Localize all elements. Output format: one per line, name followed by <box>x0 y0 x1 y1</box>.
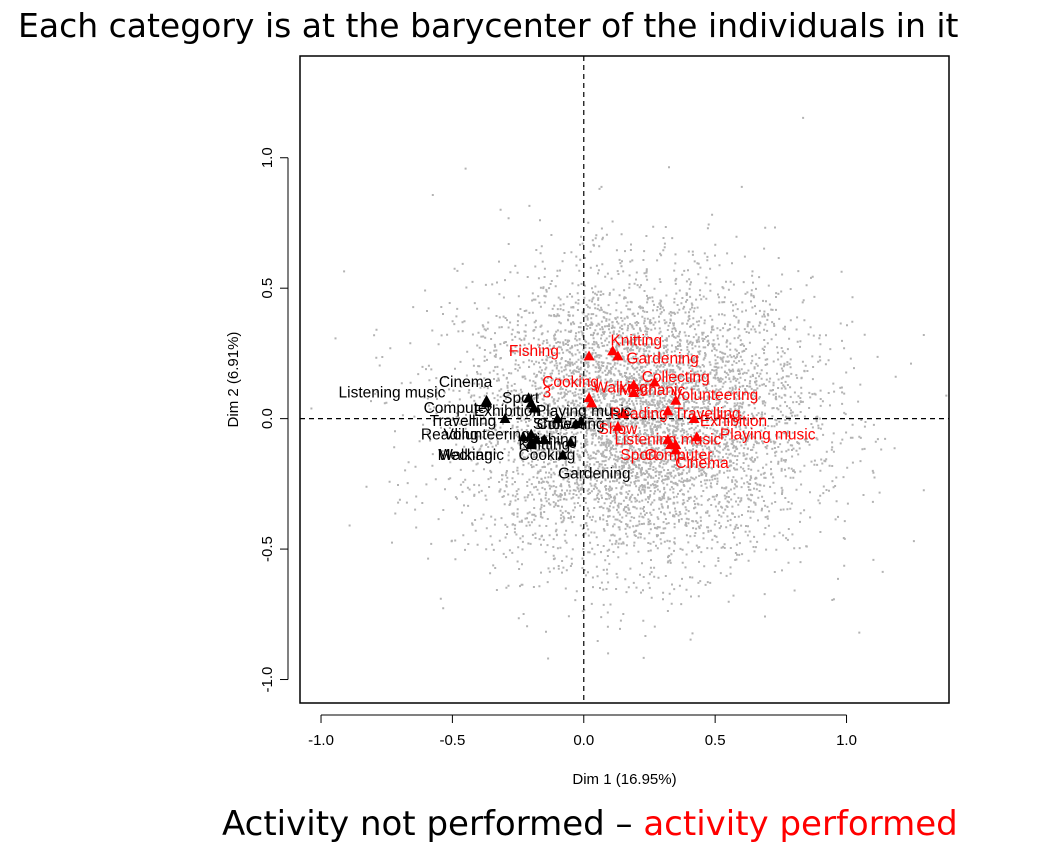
category-point <box>528 402 540 413</box>
category-label: Gardening <box>558 465 630 482</box>
category-label: Listening music <box>614 432 721 449</box>
y-tick-label: -0.5 <box>259 536 276 562</box>
category-point <box>525 428 537 439</box>
category-label: Travelling <box>674 405 741 422</box>
category-point <box>538 434 550 444</box>
legend-caption: Activity not performed – activity perfor… <box>222 804 958 844</box>
category-label: Fishing <box>527 432 577 449</box>
category-points <box>481 345 703 460</box>
category-label: Knitting <box>519 437 571 454</box>
x-tick-label: -0.5 <box>439 732 465 749</box>
x-tick-label: 1.0 <box>836 732 857 749</box>
category-point <box>551 413 563 424</box>
category-label: Playing music <box>720 426 816 443</box>
category-label: Playing music <box>536 403 632 420</box>
category-point <box>612 420 624 431</box>
category-point <box>688 413 700 424</box>
category-label: Knitting <box>610 332 662 349</box>
category-point <box>649 376 661 387</box>
category-point <box>525 439 537 450</box>
category-point <box>481 394 493 405</box>
category-label: 3 <box>543 385 552 402</box>
category-label: Exhibition <box>700 413 767 430</box>
category-label: Show <box>533 416 573 433</box>
category-point <box>530 434 542 444</box>
x-tick-label: 0.0 <box>573 732 594 749</box>
category-label: Sport <box>502 390 540 407</box>
chart-title: Each category is at the barycenter of th… <box>18 6 959 45</box>
category-label: Exhibition <box>474 403 541 420</box>
category-label: Volunteering <box>443 426 529 443</box>
category-point <box>586 397 598 408</box>
category-label: Listening music <box>339 385 446 402</box>
category-label: Cinema <box>675 455 729 472</box>
category-label: Cooking <box>542 374 599 391</box>
y-tick-label: 1.0 <box>259 147 276 168</box>
category-point <box>612 350 624 361</box>
category-point <box>691 431 703 442</box>
category-label: Reading <box>421 426 479 443</box>
category-point <box>617 407 629 418</box>
category-label: Mechanic <box>438 447 505 464</box>
category-label: Walking <box>438 447 493 464</box>
y-tick-label: 0.5 <box>259 278 276 299</box>
category-label: Reading <box>610 405 668 422</box>
category-label: Collecting <box>537 416 605 433</box>
y-axis-title: Dim 2 (6.91%) <box>225 332 242 428</box>
category-point <box>662 405 674 416</box>
category-label: Show <box>599 421 639 438</box>
category-point <box>670 444 682 455</box>
category-label: Fishing <box>509 343 559 360</box>
category-point <box>628 387 640 397</box>
category-label: Mechanic <box>619 382 686 399</box>
category-point <box>628 379 640 390</box>
category-point <box>575 415 587 426</box>
category-label: Gardening <box>626 351 698 368</box>
y-tick-label: 0.0 <box>259 408 276 429</box>
plot-frame <box>299 55 950 704</box>
category-point <box>499 413 511 424</box>
axes: -1.0 -0.5 0.0 0.5 1.0 -1.0 -0.5 0.0 0.5 1.0 <box>259 56 949 749</box>
category-point <box>670 439 682 450</box>
category-point <box>565 436 577 447</box>
caption-not-performed: Activity not performed – <box>222 804 644 844</box>
category-label: Computer <box>424 400 492 417</box>
x-axis-title: Dim 1 (16.95%) <box>572 771 676 788</box>
category-point <box>557 449 569 460</box>
caption-performed: activity performed <box>643 804 958 844</box>
category-point <box>517 431 529 442</box>
x-tick-label: 0.5 <box>705 732 726 749</box>
category-label: Sport <box>620 447 658 464</box>
category-label: Volunteering <box>672 387 758 404</box>
category-point <box>670 394 682 405</box>
category-point <box>583 350 595 361</box>
category-label: Cinema <box>439 374 493 391</box>
category-label: Computer <box>644 447 712 464</box>
x-tick-label: -1.0 <box>308 732 334 749</box>
category-label: Collecting <box>642 369 710 386</box>
category-label: Travelling <box>430 413 497 430</box>
category-point <box>570 418 582 429</box>
category-label: Cooking <box>519 447 576 464</box>
y-tick-label: -1.0 <box>259 667 276 693</box>
category-label: Walking <box>593 379 648 396</box>
category-point <box>607 345 619 356</box>
